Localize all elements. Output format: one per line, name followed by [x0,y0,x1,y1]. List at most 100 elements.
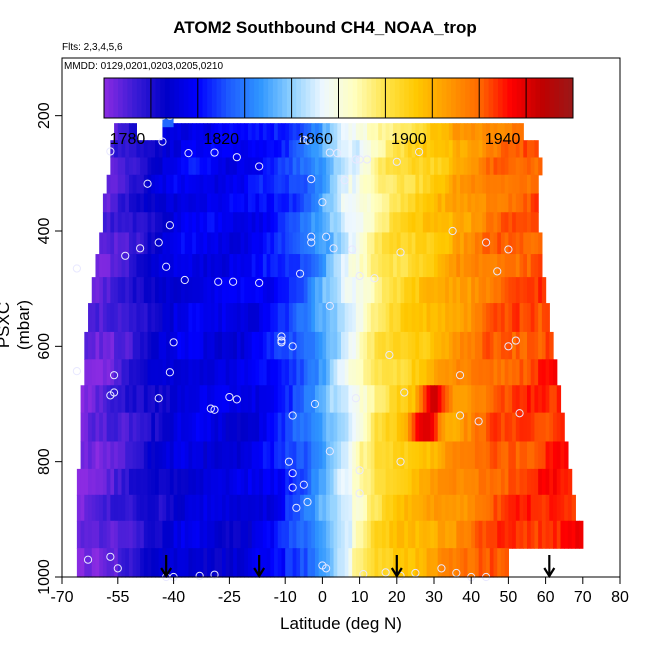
heatmap-cell [493,385,498,414]
heatmap-cell [482,277,487,304]
heatmap-cell [471,441,476,470]
heatmap-cell [374,303,379,333]
heatmap-cell [244,174,249,195]
heatmap-cell [456,123,461,141]
heatmap-cell [463,412,469,443]
heatmap-cell [512,140,517,159]
heatmap-cell [434,303,439,333]
heatmap-cell [166,157,171,176]
heatmap-cell [255,212,260,234]
heatmap-cell [177,441,182,470]
flight-arrow-head [253,567,266,579]
heatmap-cell [415,212,420,234]
heatmap-cell [381,385,387,414]
heatmap-cell [515,303,521,333]
heatmap-cell [467,468,472,496]
heatmap-cell [500,303,506,333]
heatmap-cell [381,277,387,304]
sample-point [370,274,379,283]
sample-point [154,238,163,247]
heatmap-cell [155,468,160,496]
sample-point [322,232,331,241]
heatmap-cell [341,468,346,496]
heatmap-cell [188,468,193,496]
heatmap-cell [378,157,383,176]
heatmap-cell [300,277,305,304]
sample-point [400,388,409,397]
heatmap-cell [277,303,283,333]
heatmap-cell [352,494,357,522]
heatmap-cell [404,123,409,141]
heatmap-cell [367,254,372,278]
heatmap-cell [121,303,126,333]
heatmap-cell [389,385,394,414]
heatmap-cell [225,140,230,159]
heatmap-cell [527,193,532,213]
heatmap-cell [207,468,212,496]
heatmap-cell [426,548,431,578]
heatmap-cell [448,232,454,255]
heatmap-cell [262,412,268,443]
sample-point [318,198,327,207]
colorbar-swatch [113,78,119,118]
heatmap-cell [478,548,483,578]
heatmap-cell [300,359,305,386]
heatmap-cell [229,277,234,304]
heatmap-cell [292,212,297,234]
colorbar-swatch [164,78,171,118]
heatmap-cell [210,441,216,470]
heatmap-cell [407,412,413,443]
heatmap-cell [266,441,271,470]
heatmap-cell [121,468,126,496]
heatmap-cell [344,548,350,578]
heatmap-cell [422,548,428,578]
heatmap-cell [463,193,469,213]
heatmap-cell [140,174,145,195]
heatmap-cell [396,123,402,141]
heatmap-cell [266,412,271,443]
heatmap-cell [184,385,190,414]
heatmap-cell [262,174,268,195]
heatmap-cell [158,359,164,386]
heatmap-cell [251,254,257,278]
heatmap-cell [407,277,413,304]
heatmap-cell [114,157,119,176]
heatmap-cell [262,277,268,304]
heatmap-cell [248,303,253,333]
heatmap-cell [504,441,509,470]
heatmap-cell [467,277,472,304]
heatmap-cell [300,254,305,278]
heatmap-cell [311,157,316,176]
heatmap-cell [259,212,264,234]
heatmap-cell [125,412,130,443]
heatmap-cell [214,232,219,255]
colorbar-swatch [549,78,555,118]
heatmap-cell [337,174,342,195]
heatmap-cell [508,441,513,470]
heatmap-cell [355,277,361,304]
heatmap-cell [508,385,513,414]
heatmap-cell [389,212,394,234]
heatmap-cell [117,193,123,213]
heatmap-cell [538,232,543,255]
heatmap-cell [151,385,156,414]
heatmap-cell [270,412,275,443]
heatmap-cell [151,254,156,278]
heatmap-cell [296,140,301,159]
heatmap-cell [456,232,461,255]
heatmap-cell [277,359,283,386]
heatmap-cell [184,331,190,360]
heatmap-cell [270,277,275,304]
heatmap-cell [437,157,443,176]
heatmap-cell [169,303,175,333]
heatmap-cell [519,193,524,213]
heatmap-cell [381,254,387,278]
sample-point [511,336,520,345]
heatmap-cell [437,232,443,255]
heatmap-cell [125,359,130,386]
heatmap-cell [363,193,368,213]
heatmap-cell [281,193,286,213]
heatmap-cell [207,303,212,333]
heatmap-cell [132,193,137,213]
heatmap-cell [203,303,208,333]
